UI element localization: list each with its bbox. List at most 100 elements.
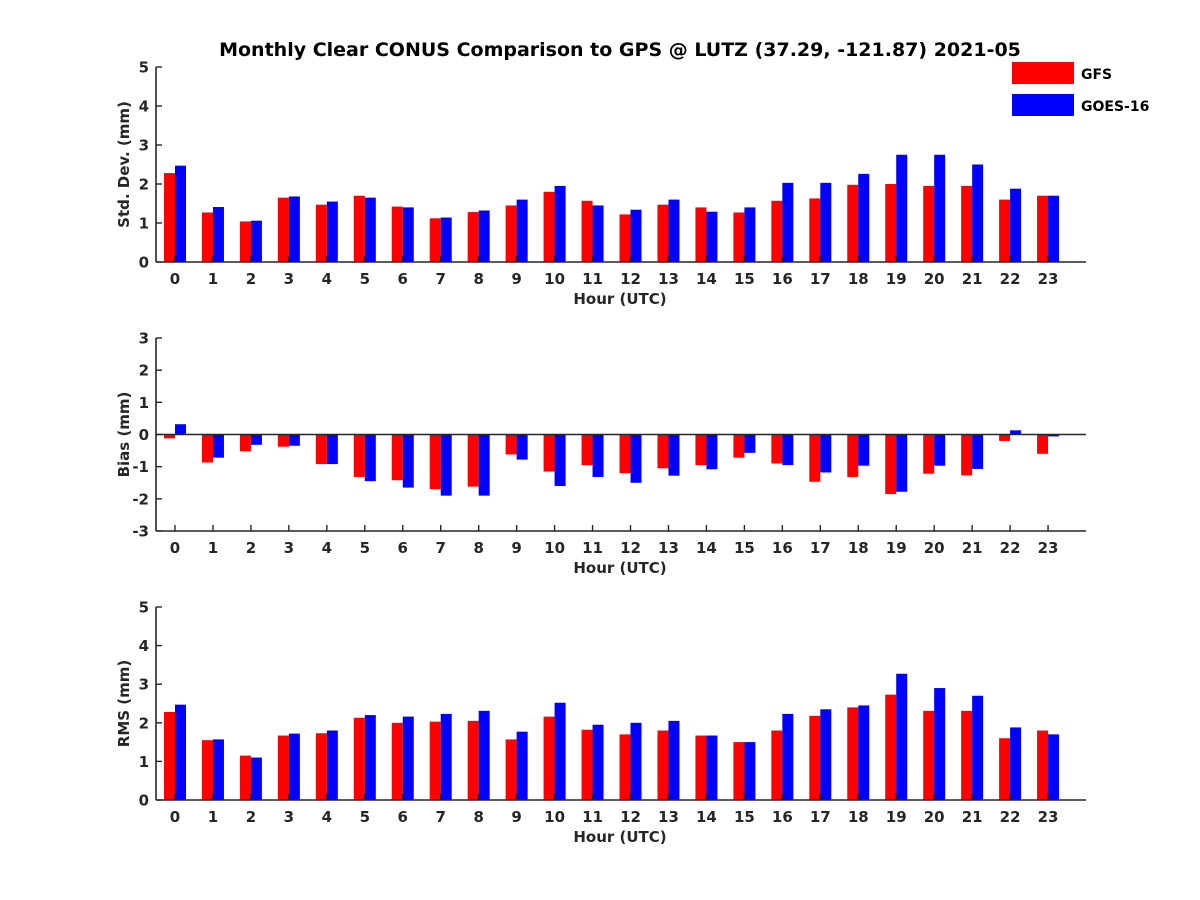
bar-goes-16-hour-16 [782, 182, 794, 262]
bar-gfs-hour-19 [885, 434, 897, 495]
x-tick-label: 6 [398, 808, 408, 826]
bar-goes-16-hour-1 [212, 207, 224, 262]
bar-goes-16-hour-19 [896, 154, 908, 262]
x-tick-label: 1 [208, 808, 218, 826]
bar-gfs-hour-23 [1037, 730, 1049, 800]
y-tick-label: -1 [132, 458, 149, 476]
x-tick-label: 18 [848, 808, 869, 826]
y-tick-label: -3 [132, 523, 149, 541]
bar-goes-16-hour-17 [820, 182, 832, 262]
x-tick-label: 4 [322, 808, 332, 826]
bar-gfs-hour-12 [619, 734, 631, 800]
x-tick-label: 4 [322, 270, 332, 288]
bar-gfs-hour-13 [657, 434, 669, 469]
bar-goes-16-hour-7 [440, 434, 452, 496]
x-tick-label: 3 [284, 808, 294, 826]
x-tick-label: 14 [696, 539, 717, 557]
bar-gfs-hour-6 [391, 206, 403, 262]
bar-goes-16-hour-23 [1048, 195, 1060, 262]
x-tick-label: 2 [246, 539, 256, 557]
x-tick-label: 22 [1000, 539, 1021, 557]
x-tick-label: 2 [246, 808, 256, 826]
bar-gfs-hour-11 [581, 729, 593, 800]
x-tick-label: 15 [734, 270, 755, 288]
x-tick-label: 7 [435, 808, 445, 826]
x-tick-label: 11 [582, 808, 603, 826]
bar-gfs-hour-1 [201, 434, 213, 463]
bar-gfs-hour-18 [847, 434, 859, 477]
y-axis-label: Bias (mm) [115, 392, 133, 478]
bar-goes-16-hour-19 [896, 673, 908, 800]
chart-title: Monthly Clear CONUS Comparison to GPS @ … [219, 39, 1021, 61]
bar-goes-16-hour-6 [402, 207, 414, 262]
bar-goes-16-hour-1 [212, 434, 224, 458]
bar-gfs-hour-8 [467, 720, 479, 800]
bar-gfs-hour-5 [353, 434, 365, 477]
x-tick-label: 23 [1038, 270, 1059, 288]
bar-gfs-hour-8 [467, 434, 479, 487]
bar-goes-16-hour-0 [175, 424, 186, 435]
bar-gfs-hour-3 [277, 197, 289, 262]
bar-gfs-hour-7 [429, 218, 441, 262]
bar-gfs-hour-17 [809, 198, 821, 262]
bar-goes-16-hour-12 [630, 209, 642, 262]
x-tick-label: 22 [1000, 808, 1021, 826]
bar-gfs-hour-6 [391, 434, 403, 481]
bar-gfs-hour-4 [315, 204, 327, 262]
bar-gfs-hour-5 [353, 195, 365, 262]
y-tick-label: 5 [139, 59, 149, 77]
bar-goes-16-hour-18 [858, 705, 870, 800]
y-tick-label: -2 [132, 490, 149, 508]
bar-gfs-hour-11 [581, 434, 593, 466]
bar-gfs-hour-22 [999, 738, 1011, 800]
bar-gfs-hour-23 [1037, 434, 1049, 454]
bar-gfs-hour-23 [1037, 195, 1049, 262]
bar-gfs-hour-14 [695, 207, 707, 262]
bar-goes-16-hour-12 [630, 722, 642, 800]
bar-goes-16-hour-4 [326, 434, 338, 465]
bar-gfs-hour-14 [695, 735, 707, 800]
x-tick-label: 3 [284, 270, 294, 288]
x-tick-label: 18 [848, 270, 869, 288]
y-tick-label: 0 [139, 254, 149, 272]
bar-gfs-hour-20 [923, 434, 935, 474]
bar-goes-16-hour-9 [516, 199, 528, 262]
bar-goes-16-hour-22 [1010, 188, 1022, 262]
y-tick-label: 3 [139, 676, 149, 694]
x-tick-label: 6 [398, 270, 408, 288]
bar-goes-16-hour-2 [250, 220, 262, 262]
bar-gfs-hour-20 [923, 710, 935, 800]
y-tick-label: 0 [139, 792, 149, 810]
x-tick-label: 13 [658, 808, 679, 826]
y-tick-label: 1 [139, 753, 149, 771]
y-tick-label: 2 [139, 362, 149, 380]
x-tick-label: 17 [810, 270, 831, 288]
bar-goes-16-hour-6 [402, 434, 414, 488]
x-tick-label: 13 [658, 539, 679, 557]
x-tick-label: 7 [435, 539, 445, 557]
x-tick-label: 16 [772, 539, 793, 557]
bar-goes-16-hour-0 [175, 704, 186, 800]
bar-gfs-hour-21 [961, 185, 973, 262]
bar-gfs-hour-16 [771, 434, 783, 464]
bar-goes-16-hour-3 [288, 434, 300, 446]
bar-goes-16-hour-8 [478, 434, 490, 496]
bar-goes-16-hour-8 [478, 710, 490, 800]
x-tick-label: 19 [886, 808, 907, 826]
bar-goes-16-hour-11 [592, 205, 604, 262]
x-tick-label: 20 [924, 539, 945, 557]
x-tick-label: 20 [924, 808, 945, 826]
bar-goes-16-hour-21 [972, 164, 984, 262]
bar-goes-16-hour-20 [934, 434, 946, 466]
x-axis-label: Hour (UTC) [573, 290, 666, 308]
bar-goes-16-hour-11 [592, 724, 604, 800]
bar-gfs-hour-19 [885, 694, 897, 800]
bar-goes-16-hour-6 [402, 716, 414, 800]
bar-goes-16-hour-16 [782, 713, 794, 800]
x-tick-label: 12 [620, 270, 641, 288]
bar-goes-16-hour-17 [820, 709, 832, 800]
x-tick-label: 8 [473, 270, 483, 288]
x-tick-label: 10 [544, 808, 565, 826]
